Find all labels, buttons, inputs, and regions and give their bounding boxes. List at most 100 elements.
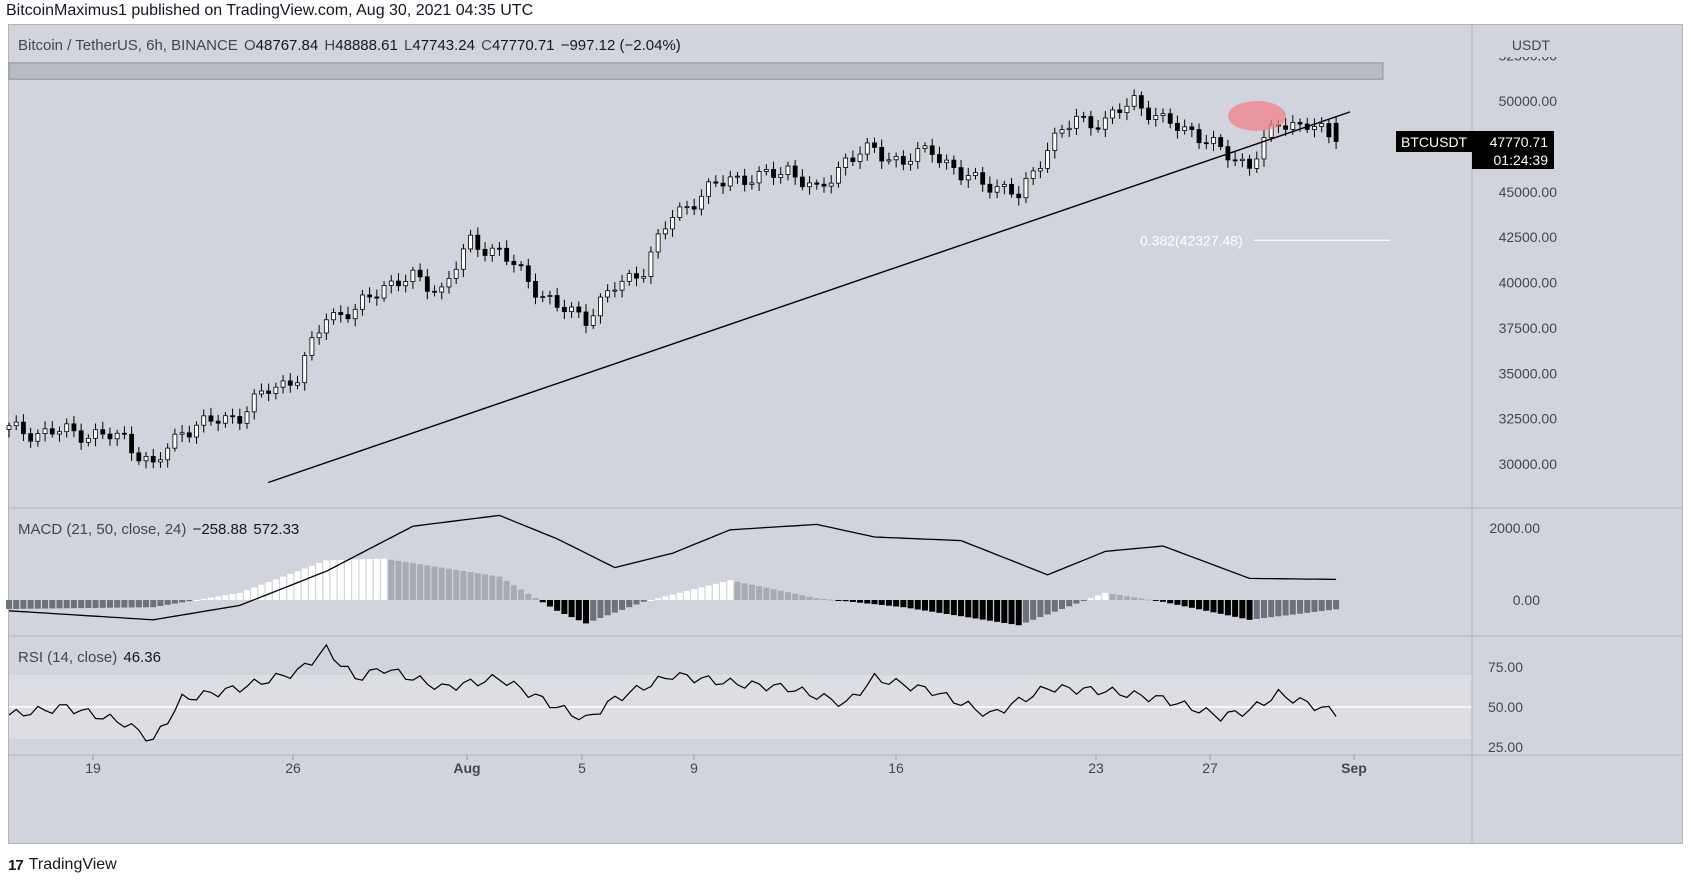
macd-histogram-bar [871,600,878,605]
candle [403,281,409,287]
candle [706,181,712,197]
macd-histogram-bar [1268,600,1275,618]
candle [980,172,986,185]
macd-histogram-bar [1138,598,1145,600]
macd-histogram-bar [474,573,481,600]
candle [1081,115,1087,118]
symbol-legend[interactable]: Bitcoin / TetherUS, 6h, BINANCE O48767.8… [18,37,681,54]
candle [540,296,546,298]
price-tick-label: 35000.00 [1499,365,1558,381]
macd-histogram-bar [56,600,63,609]
macd-histogram-bar [308,565,315,600]
candle [460,248,466,270]
macd-histogram-bar [229,594,236,600]
macd-histogram-bar [92,600,99,608]
macd-histogram-bar [366,559,373,600]
macd-histogram-bar [590,600,597,621]
candle [525,265,531,282]
macd-histogram-bar [914,600,921,610]
macd-histogram-bar [99,600,106,608]
candle [432,290,437,293]
candle [417,269,423,278]
macd-histogram-bar [727,580,734,600]
candle [129,433,135,454]
candle [1066,127,1072,130]
rsi-legend[interactable]: RSI (14, close) 46.36 [18,649,161,666]
macd-legend[interactable]: MACD (21, 50, close, 24) −258.88 572.33 [18,521,299,538]
macd-histogram-bar [34,600,41,609]
candle [1110,109,1115,119]
macd-histogram-bar [1051,600,1058,612]
candle [713,181,719,184]
candle [843,157,849,168]
macd-histogram-bar [821,598,828,600]
candle [1088,116,1094,129]
time-tick-label: Sep [1341,760,1367,776]
price-tick-label: 40000.00 [1499,275,1558,291]
candle [208,415,214,422]
candle [1203,142,1209,145]
candle [1124,105,1130,114]
countdown-value: 01:24:39 [1494,152,1549,168]
candle [598,296,603,317]
macd-histogram-bar [215,596,222,600]
time-tick-label: 26 [285,760,301,776]
candle [634,273,639,279]
candle [1261,137,1267,160]
fib-label: 0.382(42327.48) [1140,232,1243,248]
macd-histogram-bar [1059,600,1066,609]
macd-histogram-bar [1116,595,1123,600]
macd-histogram-bar [179,600,186,603]
candle [756,171,762,184]
candle [136,452,142,462]
rsi-value: 46.36 [123,649,161,666]
rsi-label[interactable]: RSI (14, close) [18,649,118,666]
open-value: 48767.84 [255,37,319,54]
candle [1153,115,1159,120]
candle [1297,122,1303,125]
macd-histogram-bar [265,582,272,600]
macd-histogram-bar [799,595,806,600]
macd-histogram-bar [748,584,755,600]
candle [352,308,358,320]
candle [396,280,401,287]
macd-histogram-bar [316,563,323,600]
candle [872,142,877,148]
candle [1312,126,1317,130]
macd-histogram-bar [164,600,171,605]
macd-histogram-bar [251,587,258,600]
candle [1283,125,1289,130]
macd-label[interactable]: MACD (21, 50, close, 24) [18,521,187,538]
macd-histogram-bar [222,595,229,600]
candle [424,276,430,292]
macd-histogram-bar [1289,600,1296,615]
macd-histogram-bar [965,600,972,618]
macd-histogram-bar [1123,596,1130,600]
macd-histogram-bar [633,600,640,605]
rsi-line [8,643,1337,742]
candle [309,337,315,356]
macd-histogram-bar [972,600,979,619]
macd-histogram-bar [575,600,582,621]
tradingview-footer[interactable]: 17 TradingView [8,856,117,874]
macd-histogram-bar [1087,598,1094,600]
candle [1117,109,1123,114]
candle [150,456,156,463]
macd-histogram-bar [489,575,496,600]
candle [1016,193,1022,199]
candle [929,145,935,155]
candle [641,276,647,279]
symbol-title[interactable]: Bitcoin / TetherUS, 6h, BINANCE [18,37,238,54]
candle [280,380,286,388]
macd-histogram-bar [1260,600,1267,619]
candle [742,175,748,185]
candle [287,380,293,386]
candle [35,433,41,442]
candle [511,260,517,266]
macd-histogram-bar [510,585,517,600]
macd-histogram-bar [1022,600,1029,623]
candle [13,421,19,427]
macd-histogram-bar [712,583,719,600]
macd-histogram-bar [864,600,871,604]
